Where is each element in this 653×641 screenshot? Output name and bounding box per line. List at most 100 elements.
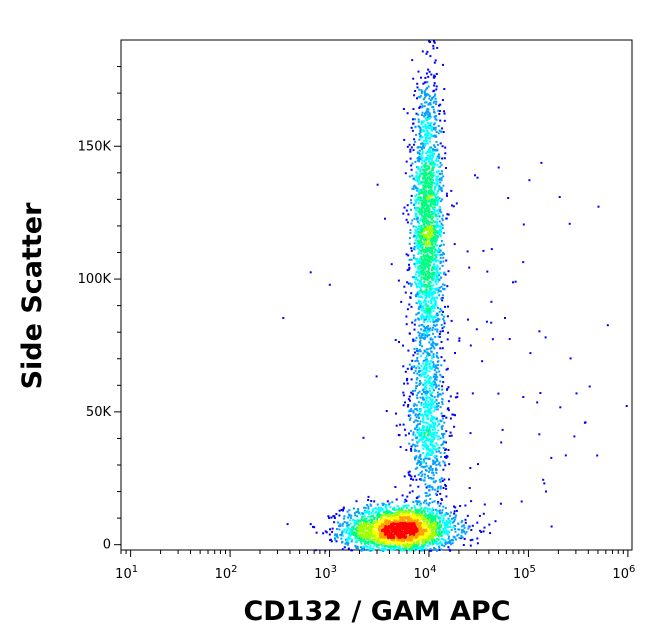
event-point [444, 540, 447, 543]
event-point [418, 262, 420, 264]
event-point [409, 545, 412, 548]
event-point [424, 539, 427, 542]
event-point [419, 300, 422, 303]
event-point [433, 433, 436, 436]
event-point [395, 522, 398, 525]
event-point [467, 525, 470, 528]
event-point [447, 270, 450, 273]
event-point [422, 250, 425, 253]
event-point [435, 534, 437, 537]
event-point [430, 133, 433, 136]
event-point [417, 146, 420, 149]
event-point [408, 266, 411, 269]
event-point [427, 270, 430, 273]
event-point [408, 175, 411, 178]
event-point [439, 406, 442, 409]
event-point [411, 59, 414, 62]
event-point [422, 129, 425, 132]
event-point [425, 390, 428, 393]
event-point [436, 328, 439, 331]
event-point [427, 103, 430, 106]
event-point [425, 541, 428, 544]
event-point [433, 206, 436, 209]
event-point [369, 515, 372, 518]
event-point [438, 333, 441, 335]
event-point [443, 319, 446, 322]
event-point [445, 167, 447, 169]
event-point [379, 523, 382, 526]
event-point [440, 535, 443, 537]
event-point [431, 488, 434, 491]
event-point [389, 517, 392, 520]
event-point [416, 291, 419, 294]
event-point [434, 188, 436, 191]
event-point [388, 536, 391, 539]
event-point [347, 547, 350, 550]
event-point [413, 535, 416, 538]
event-point [417, 244, 420, 247]
event-point [423, 188, 426, 191]
event-point [431, 239, 434, 242]
event-point [436, 210, 439, 212]
event-point [421, 345, 423, 348]
event-point [445, 524, 448, 527]
event-point [428, 532, 431, 535]
event-point [402, 423, 405, 426]
event-point [454, 530, 457, 533]
event-point [365, 530, 368, 533]
event-point [433, 500, 436, 503]
event-point [355, 500, 358, 503]
event-point [432, 208, 435, 210]
event-point [414, 434, 417, 437]
event-point [429, 418, 432, 421]
event-point [452, 517, 455, 520]
event-point [440, 514, 443, 517]
event-point [440, 176, 443, 179]
event-point [424, 492, 427, 494]
event-point [386, 500, 389, 503]
event-point [340, 509, 343, 511]
event-point [401, 516, 404, 519]
event-point [409, 484, 412, 487]
event-point [412, 547, 415, 549]
event-point [418, 138, 421, 141]
event-point [346, 539, 349, 542]
event-point [422, 142, 425, 145]
event-point [418, 191, 421, 194]
event-point [433, 305, 436, 308]
event-point [360, 538, 363, 541]
event-point [354, 536, 357, 539]
event-point [425, 72, 428, 75]
event-point [450, 511, 452, 514]
event-point [414, 202, 417, 205]
event-point [426, 154, 429, 157]
event-point [431, 216, 434, 219]
event-point [443, 157, 446, 160]
event-point [431, 159, 434, 162]
event-point [419, 341, 421, 343]
event-point [424, 277, 427, 280]
event-point [391, 518, 394, 521]
event-point [468, 487, 471, 489]
event-point [409, 541, 412, 543]
event-point [375, 545, 378, 548]
event-point [397, 518, 400, 520]
event-point [427, 113, 430, 116]
event-point [399, 511, 402, 513]
event-point [428, 275, 431, 278]
event-point [453, 520, 456, 523]
event-point [350, 540, 353, 543]
event-point [434, 405, 437, 408]
event-point [416, 496, 419, 499]
event-point [432, 47, 435, 50]
event-point [434, 260, 437, 263]
event-point [419, 135, 422, 138]
event-point [395, 424, 398, 427]
event-point [424, 254, 427, 257]
event-point [415, 408, 418, 410]
event-point [432, 435, 435, 438]
event-point [439, 485, 442, 488]
event-point [423, 197, 426, 200]
event-point [432, 111, 435, 113]
event-point [407, 539, 410, 541]
